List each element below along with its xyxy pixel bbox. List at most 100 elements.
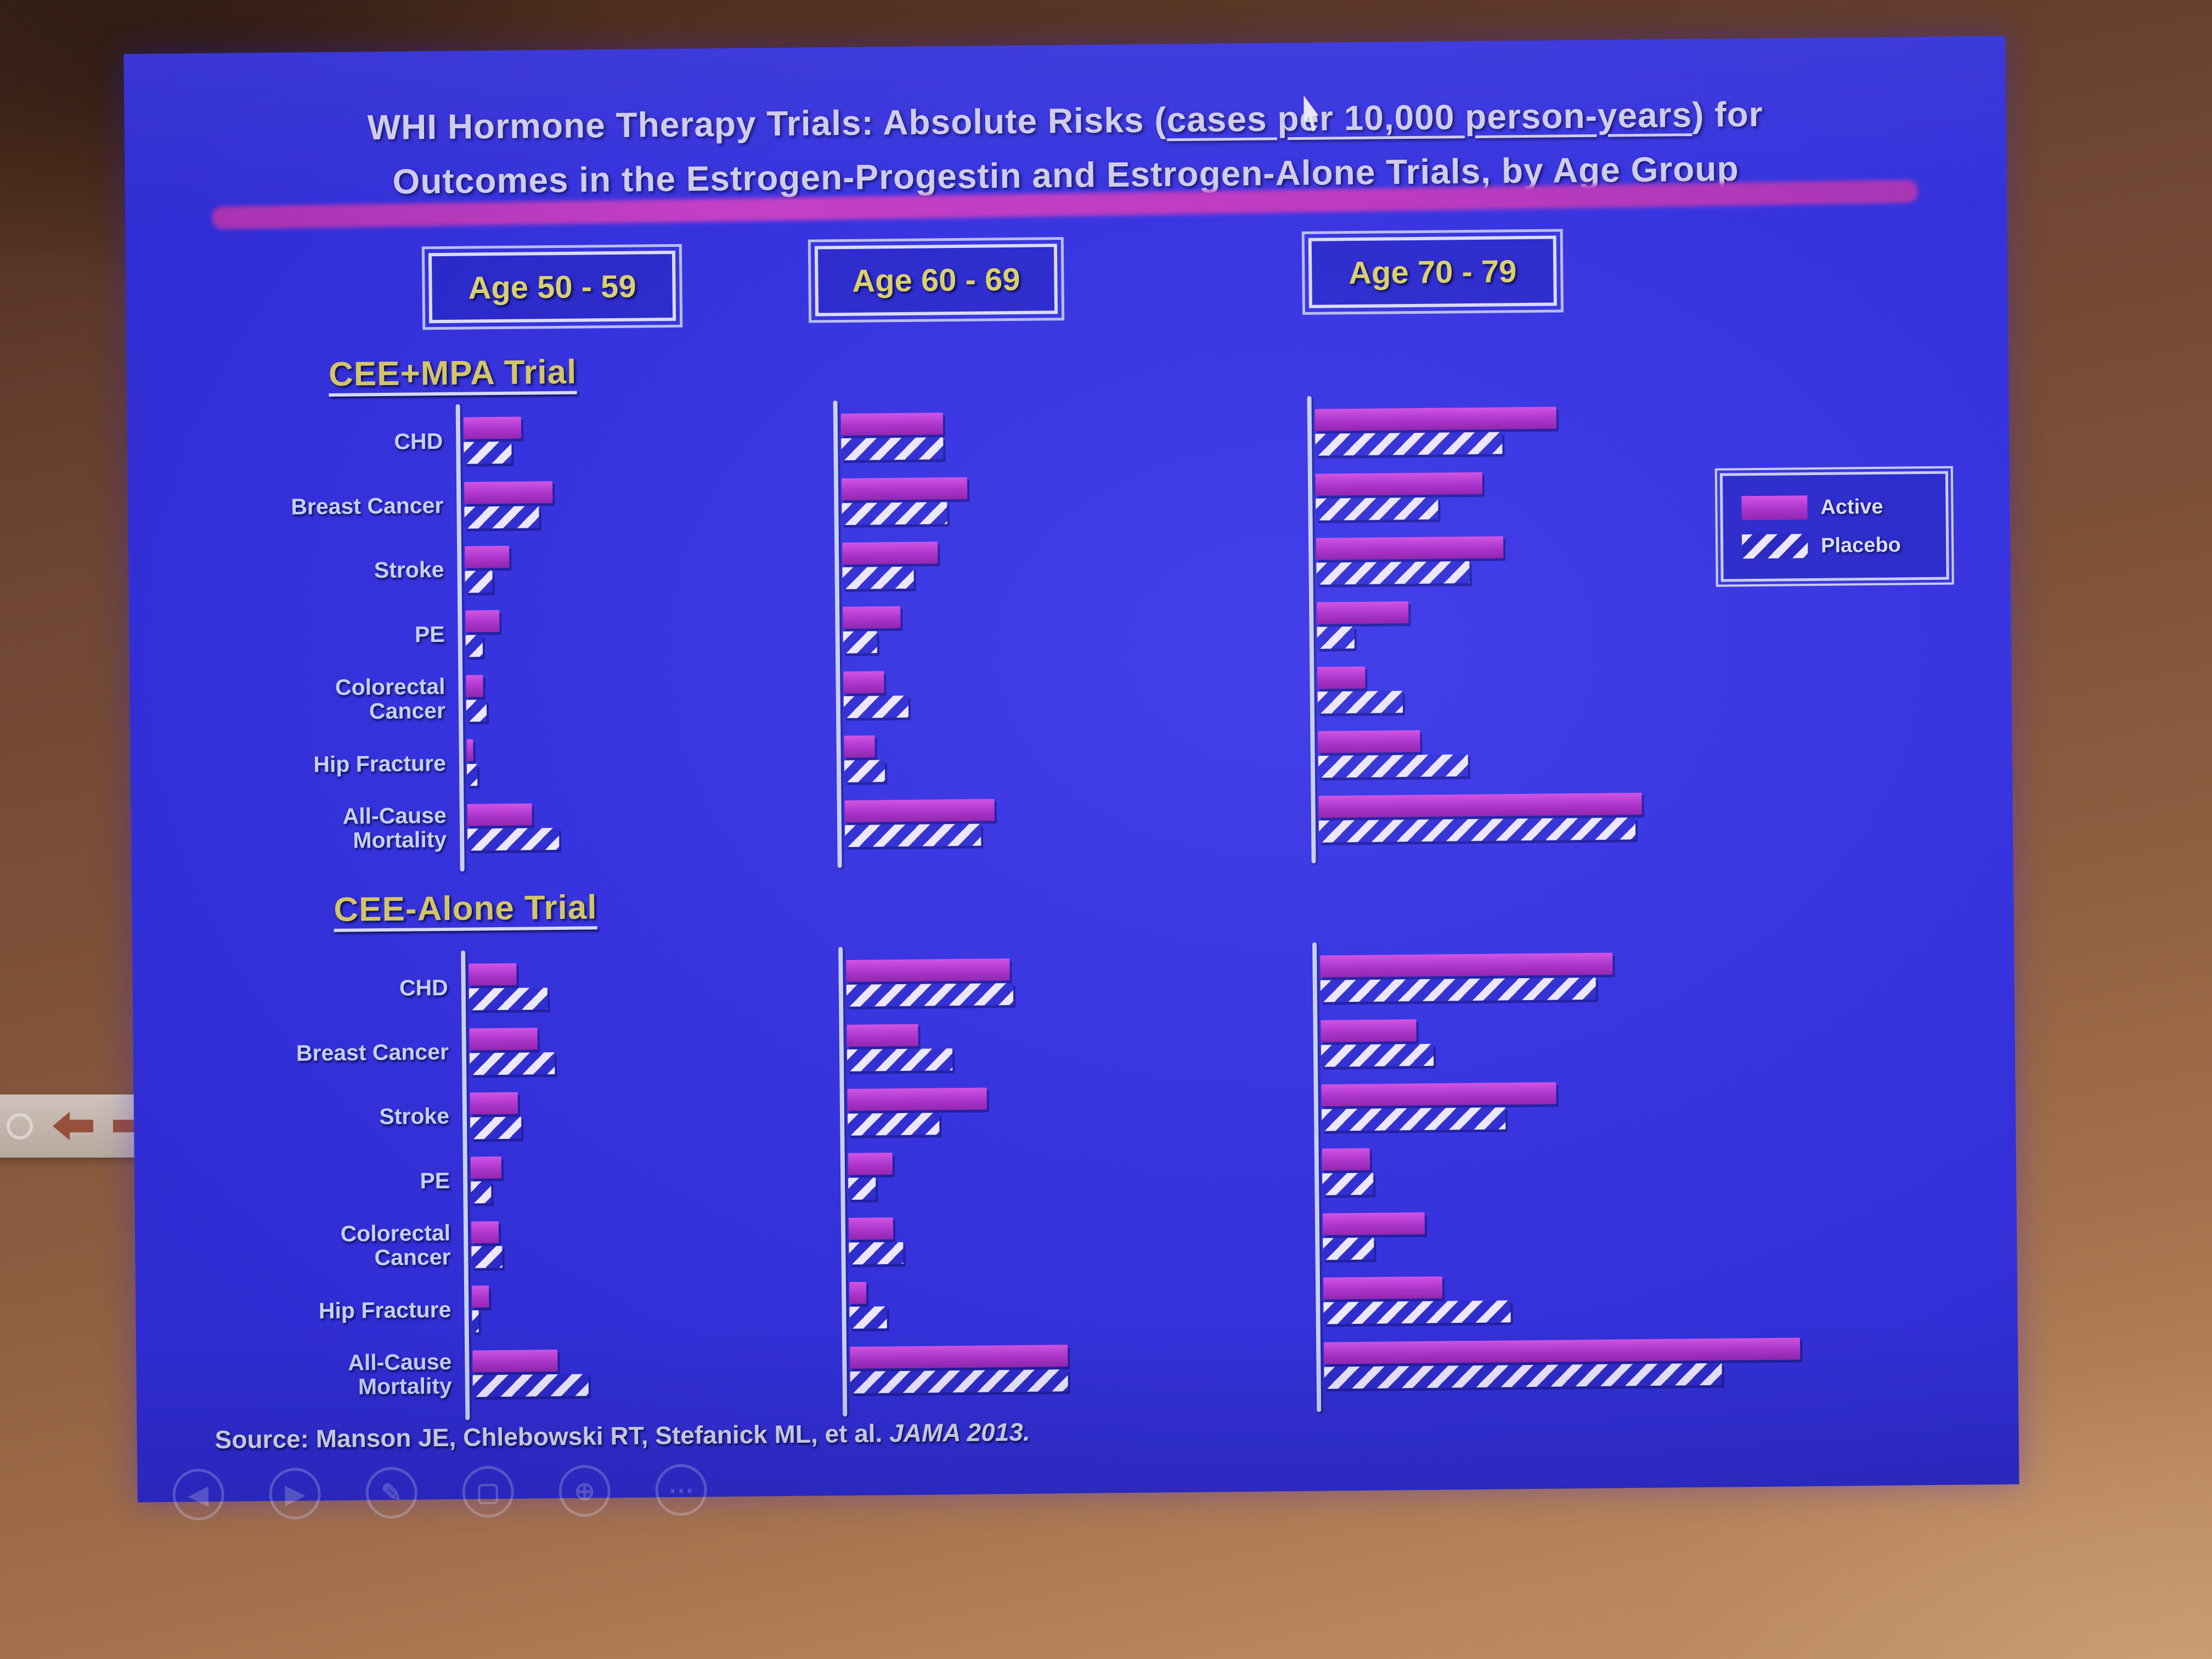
active-bar bbox=[848, 1217, 893, 1240]
title-part1: WHI Hormone Therapy Trials: Absolute Ris… bbox=[367, 100, 1167, 148]
age-panel bbox=[1312, 651, 2012, 723]
age-group-box-60-69: Age 60 - 69 bbox=[808, 236, 1065, 323]
age-panel bbox=[1310, 458, 2010, 529]
title-part2a: ) for bbox=[1691, 94, 1763, 134]
title-underlined-phrase: cases per 10,000 person-years bbox=[1166, 94, 1692, 140]
outcome-label: Breast Cancer bbox=[296, 1039, 449, 1066]
outcome-label: Hip Fracture bbox=[313, 750, 447, 777]
active-bar bbox=[466, 675, 483, 697]
placebo-bar bbox=[467, 827, 560, 851]
age-panel bbox=[838, 658, 1312, 727]
age-panel bbox=[466, 1273, 844, 1341]
age-panel bbox=[844, 1333, 1319, 1402]
placebo-bar bbox=[846, 983, 1013, 1007]
age-panel bbox=[839, 787, 1313, 856]
placebo-bar bbox=[1315, 432, 1503, 456]
zoom-icon[interactable]: ⊕ bbox=[558, 1465, 611, 1517]
placebo-bar bbox=[465, 571, 493, 593]
active-bar bbox=[1322, 1148, 1370, 1171]
trial-chart-cee-alone: CHD Breast Cancer Stroke PE Colorectal Cance… bbox=[132, 940, 2018, 1420]
age-panel bbox=[1313, 780, 2013, 851]
age-panel bbox=[1311, 587, 2011, 658]
active-bar bbox=[470, 1156, 501, 1179]
outcome-label: PE bbox=[420, 1167, 450, 1194]
placebo-bar bbox=[1316, 497, 1438, 521]
active-bar bbox=[471, 1285, 489, 1308]
placebo-bar bbox=[1316, 561, 1470, 585]
placebo-bar bbox=[1320, 978, 1596, 1002]
active-bar bbox=[1321, 1019, 1417, 1042]
placebo-bar bbox=[843, 695, 909, 718]
active-bar bbox=[841, 477, 968, 500]
placebo-bar bbox=[1321, 1107, 1506, 1131]
age-panel bbox=[459, 469, 837, 537]
active-bar bbox=[1323, 1276, 1443, 1300]
outcome-label: CHD bbox=[399, 974, 448, 1001]
age-panel bbox=[843, 1204, 1318, 1273]
active-bar bbox=[843, 671, 885, 693]
placebo-bar bbox=[472, 1374, 589, 1397]
active-bar bbox=[1317, 601, 1409, 625]
placebo-bar bbox=[848, 1177, 876, 1200]
active-bar bbox=[843, 606, 901, 629]
age-panel bbox=[461, 791, 839, 859]
placebo-bar bbox=[1317, 627, 1355, 650]
active-bar bbox=[466, 739, 474, 761]
placebo-bar bbox=[1323, 1300, 1511, 1324]
age-panel bbox=[841, 1011, 1316, 1080]
placebo-bar bbox=[849, 1242, 904, 1265]
outcome-label: Colorectal Cancer bbox=[335, 673, 446, 724]
placebo-bar bbox=[466, 764, 477, 786]
age-panel bbox=[1315, 1005, 2015, 1076]
active-bar bbox=[846, 958, 1010, 983]
circle-icon bbox=[7, 1113, 33, 1139]
placebo-bar bbox=[850, 1369, 1068, 1393]
age-panel bbox=[1310, 394, 2010, 465]
placebo-bar bbox=[1317, 690, 1403, 714]
previous-slide-icon[interactable]: ◀ bbox=[172, 1468, 225, 1521]
outcome-label: Stroke bbox=[374, 557, 444, 583]
active-bar bbox=[847, 1024, 919, 1047]
active-bar bbox=[1320, 952, 1613, 978]
age-panel bbox=[1311, 522, 2011, 594]
age-panel bbox=[1318, 1327, 2018, 1398]
placebo-bar bbox=[844, 823, 981, 847]
age-panel bbox=[838, 723, 1313, 792]
placebo-bar bbox=[471, 1245, 503, 1268]
active-bar bbox=[844, 735, 875, 758]
placebo-bar bbox=[1322, 1173, 1374, 1196]
placebo-bar bbox=[849, 1306, 887, 1329]
placebo-bar bbox=[841, 437, 944, 461]
placebo-bar bbox=[464, 441, 512, 464]
outcome-label: Colorectal Cancer bbox=[340, 1220, 451, 1271]
trial-header-cee-alone: CEE-Alone Trial bbox=[334, 888, 597, 929]
placebo-bar bbox=[466, 699, 487, 722]
age-panel bbox=[463, 951, 841, 1019]
outcome-label: Stroke bbox=[379, 1103, 450, 1130]
active-bar bbox=[1314, 407, 1557, 431]
age-panel bbox=[1314, 940, 2015, 1012]
placebo-bar bbox=[842, 566, 915, 589]
trial-chart-cee-mpa: CHD Breast Cancer Stroke PE Colorectal Cance… bbox=[127, 394, 2013, 872]
wall-arrow-sign bbox=[0, 1094, 155, 1158]
next-slide-icon[interactable]: ▶ bbox=[269, 1468, 321, 1520]
pen-icon[interactable]: ✎ bbox=[365, 1466, 418, 1519]
active-bar bbox=[465, 545, 510, 568]
age-group-box-70-79: Age 70 - 79 bbox=[1301, 229, 1564, 315]
placebo-bar bbox=[843, 631, 877, 654]
age-panel bbox=[461, 727, 839, 795]
active-bar bbox=[1321, 1082, 1556, 1107]
placebo-bar bbox=[470, 1116, 522, 1139]
source-text: Source: Manson JE, Chlebowski RT, Stefan… bbox=[215, 1419, 890, 1454]
more-options-icon[interactable]: ⋯ bbox=[655, 1464, 708, 1516]
age-panel bbox=[1317, 1133, 2017, 1205]
outcome-label: All-Cause Mortality bbox=[347, 1348, 452, 1400]
age-panel bbox=[1317, 1198, 2017, 1269]
outcome-label: Hip Fracture bbox=[318, 1296, 452, 1323]
active-bar bbox=[847, 1087, 988, 1111]
age-panel bbox=[1316, 1069, 2016, 1140]
active-bar bbox=[463, 416, 522, 439]
slide-overview-icon[interactable]: ▢ bbox=[462, 1465, 515, 1518]
placebo-bar bbox=[1324, 1363, 1723, 1389]
age-panel bbox=[837, 529, 1311, 599]
